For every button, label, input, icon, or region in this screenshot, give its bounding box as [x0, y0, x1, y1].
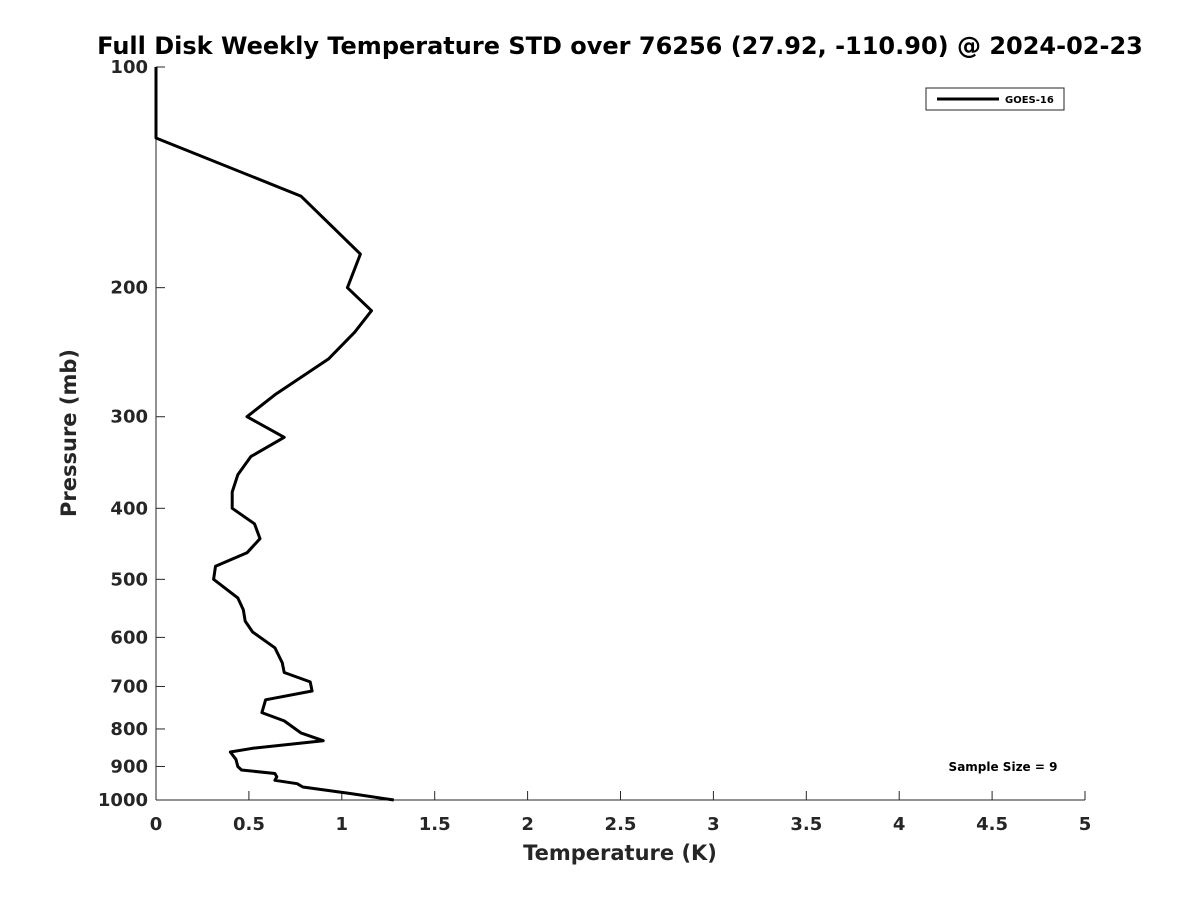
x-tick-label: 3 — [707, 814, 720, 835]
x-tick-label: 3.5 — [790, 814, 822, 835]
series-line-goes-16 — [154, 67, 395, 802]
x-tick-label: 1.5 — [419, 814, 451, 835]
x-tick-label: 1 — [336, 814, 349, 835]
y-tick-label: 800 — [110, 719, 148, 740]
x-tick-label: 0 — [150, 814, 163, 835]
x-tick-label: 4.5 — [976, 814, 1008, 835]
y-tick-label: 300 — [110, 407, 148, 428]
y-axis-label: Pressure (mb) — [57, 349, 81, 517]
x-tick-label: 2 — [521, 814, 534, 835]
x-axis-ticks: 0 0.5 1 1.5 2 2.5 3 3.5 4 4.5 5 — [150, 791, 1092, 835]
plot-axes — [155, 67, 1085, 801]
y-tick-label: 400 — [110, 498, 148, 519]
y-tick-label: 1000 — [98, 790, 148, 811]
y-tick-label: 600 — [110, 627, 148, 648]
x-tick-label: 5 — [1079, 814, 1092, 835]
y-tick-label: 200 — [110, 278, 148, 299]
legend-label-goes-16: GOES-16 — [1005, 95, 1054, 106]
x-axis-label: Temperature (K) — [523, 841, 717, 865]
series-layer — [154, 67, 395, 802]
y-tick-label: 100 — [110, 57, 148, 78]
y-axis-ticks: 100 200 300 400 500 600 700 800 900 1000 — [98, 57, 165, 811]
x-tick-label: 2.5 — [605, 814, 637, 835]
x-tick-label: 4 — [893, 814, 906, 835]
sample-size-annotation: Sample Size = 9 — [949, 760, 1058, 774]
chart-title: Full Disk Weekly Temperature STD over 76… — [97, 32, 1143, 60]
x-tick-label: 0.5 — [233, 814, 265, 835]
y-tick-label: 900 — [110, 756, 148, 777]
y-tick-label: 700 — [110, 676, 148, 697]
legend: GOES-16 — [925, 87, 1065, 111]
y-tick-label: 500 — [110, 569, 148, 590]
